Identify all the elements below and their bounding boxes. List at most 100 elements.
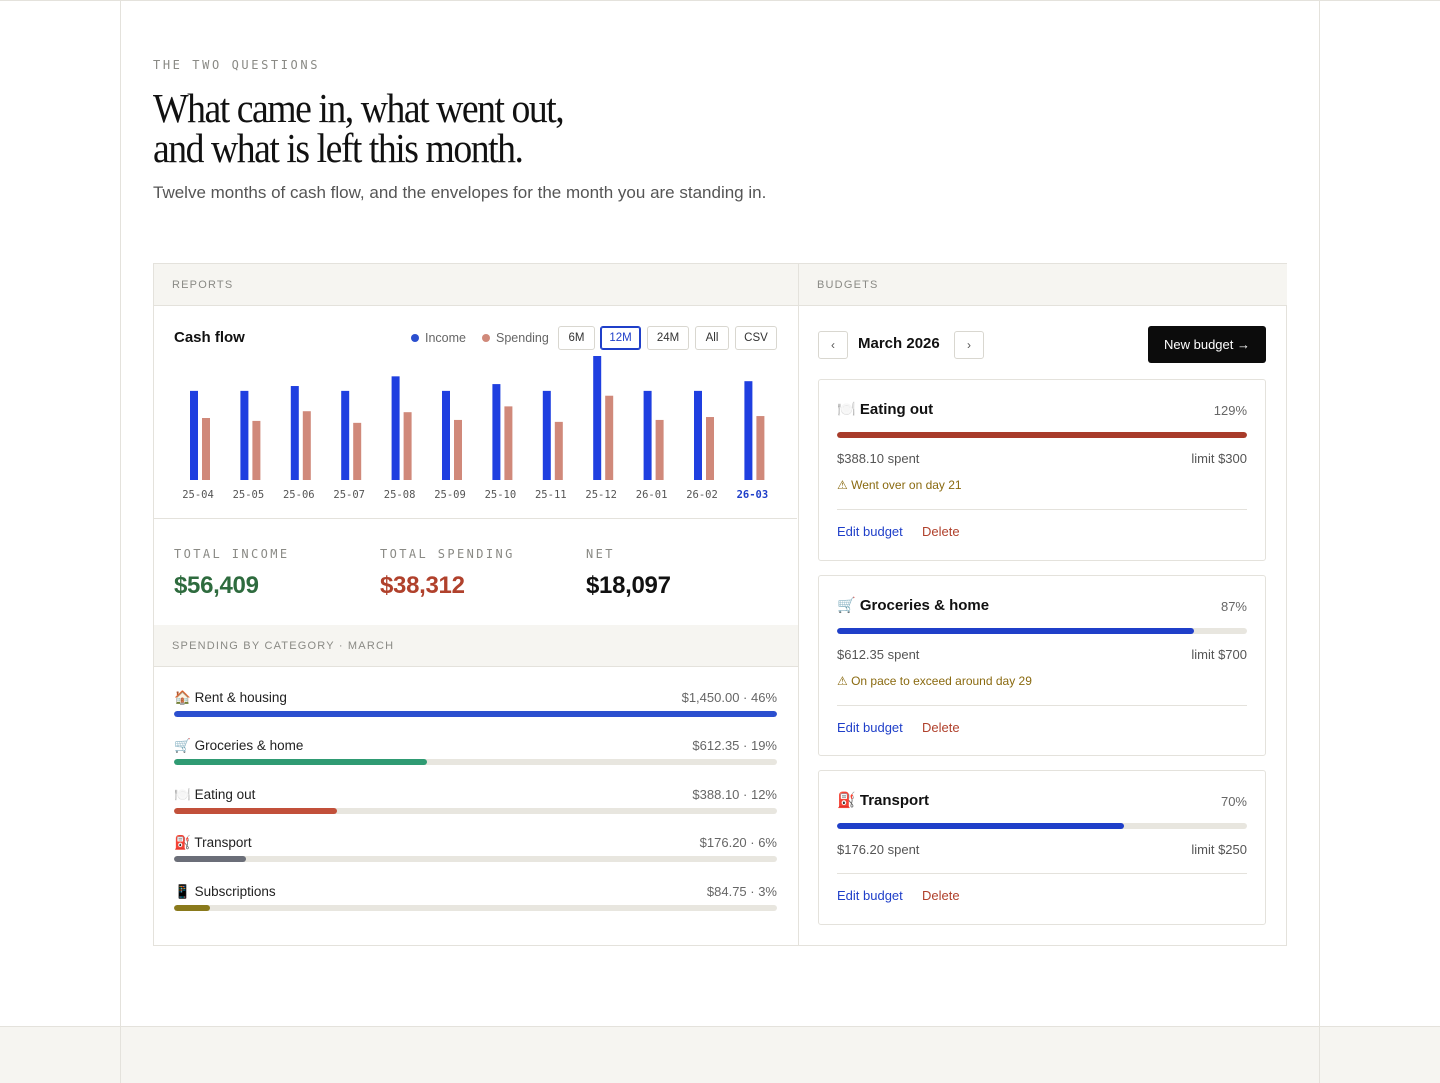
budget-percent: 70% xyxy=(1220,794,1247,809)
x-tick-label: 25-10 xyxy=(485,489,517,501)
category-bar-track xyxy=(174,905,777,911)
top-rule xyxy=(0,0,1440,1)
spending-bar xyxy=(403,412,412,480)
edit-budget-link[interactable]: Edit budget xyxy=(837,720,903,735)
spending-dot-icon xyxy=(482,334,490,342)
page-frame xyxy=(120,0,1320,1083)
dashboard-panel: REPORTS Cash flow Income Spending 6M 12M… xyxy=(153,263,1287,946)
budget-limit: limit $700 xyxy=(1191,647,1247,662)
column-divider xyxy=(798,264,799,945)
page-title: What came in, what went out, and what is… xyxy=(153,85,668,171)
income-dot-icon xyxy=(411,334,419,342)
cart-icon: 🛒 xyxy=(837,597,856,614)
fuel-pump-icon: ⛽ xyxy=(174,835,191,850)
spending-bar xyxy=(353,422,362,480)
edit-budget-link[interactable]: Edit budget xyxy=(837,524,903,539)
page-title-line-1: What came in, what went out, xyxy=(153,85,565,131)
spending-bar xyxy=(605,395,614,480)
range-all-button[interactable]: All xyxy=(695,326,729,350)
range-12m-button[interactable]: 12M xyxy=(600,326,641,350)
x-tick-label: 26-02 xyxy=(686,489,718,501)
income-bar xyxy=(240,390,249,480)
category-label: Transport xyxy=(194,835,252,850)
budget-percent: 129% xyxy=(1213,403,1247,418)
budget-progress-fill xyxy=(837,628,1194,634)
prev-month-button[interactable]: ‹ xyxy=(818,331,848,359)
total-income-label: TOTAL INCOME xyxy=(174,547,290,561)
budget-name: Groceries & home xyxy=(859,597,990,614)
income-bar xyxy=(694,390,702,480)
csv-export-button[interactable]: CSV xyxy=(735,326,777,350)
delete-budget-link[interactable]: Delete xyxy=(922,888,960,903)
legend-spending: Spending xyxy=(482,331,549,345)
next-month-button[interactable]: › xyxy=(954,331,984,359)
spending-bar xyxy=(504,406,513,480)
net-value: $18,097 xyxy=(586,572,671,599)
budget-progress-fill xyxy=(837,432,1247,438)
budget-name: Transport xyxy=(859,792,930,809)
eyebrow: THE TWO QUESTIONS xyxy=(153,58,321,72)
budget-progress-track xyxy=(837,432,1247,438)
legend-spending-label: Spending xyxy=(496,331,549,345)
category-name: 🍽️ Eating out xyxy=(174,787,255,803)
category-bar-fill xyxy=(174,905,211,911)
category-amount: $176.20 · 6% xyxy=(699,835,777,850)
legend-income-label: Income xyxy=(425,331,466,345)
x-tick-label: 26-03 xyxy=(737,489,769,501)
spending-bar xyxy=(302,411,311,480)
spending-bar xyxy=(554,421,563,480)
delete-budget-link[interactable]: Delete xyxy=(922,720,960,735)
budget-progress-track xyxy=(837,823,1247,829)
category-bar-track xyxy=(174,808,777,814)
spending-bar xyxy=(756,416,765,480)
spending-bar xyxy=(454,419,462,480)
card-divider xyxy=(837,509,1247,510)
spending-bar xyxy=(706,417,714,480)
category-name: 🛒 Groceries & home xyxy=(174,738,303,754)
income-bar xyxy=(290,386,299,480)
income-bar xyxy=(190,390,198,480)
range-24m-button[interactable]: 24M xyxy=(647,326,689,350)
new-budget-button[interactable]: New budget → xyxy=(1148,326,1266,363)
category-label: Subscriptions xyxy=(194,884,276,899)
x-tick-label: 25-11 xyxy=(535,489,567,501)
income-bar xyxy=(744,381,753,480)
page-title-line-2: and what is left this month. xyxy=(153,125,524,171)
delete-budget-link[interactable]: Delete xyxy=(922,524,960,539)
x-tick-label: 25-07 xyxy=(333,489,365,501)
budget-spent: $612.35 spent xyxy=(837,647,920,662)
net-label: NET xyxy=(586,547,615,561)
category-bar-fill xyxy=(174,759,428,765)
spending-bar xyxy=(202,418,210,480)
range-6m-button[interactable]: 6M xyxy=(558,326,595,350)
x-tick-label: 26-01 xyxy=(636,489,668,501)
budget-warning: ⚠ Went over on day 21 xyxy=(837,478,962,492)
cart-icon: 🛒 xyxy=(174,738,191,753)
cash-flow-chart: 25-04 25-05 25-06 25-07 25-08 25-09 25-10 25-11… xyxy=(182,356,769,501)
budget-card-transport: ⛽ Transport 70% $176.20 spent limit $250… xyxy=(818,770,1266,925)
category-name: 🏠 Rent & housing xyxy=(174,690,287,706)
footer-band xyxy=(0,1026,1440,1083)
chart-divider xyxy=(154,518,797,519)
plate-icon: 🍽️ xyxy=(837,401,856,418)
total-spending-value: $38,312 xyxy=(380,572,465,599)
spending-bar xyxy=(655,419,664,480)
edit-budget-link[interactable]: Edit budget xyxy=(837,888,903,903)
budget-card-eating-out: 🍽️ Eating out 129% $388.10 spent limit $… xyxy=(818,379,1266,561)
category-header: SPENDING BY CATEGORY · MARCH xyxy=(154,625,798,667)
card-divider xyxy=(837,705,1247,706)
budget-name: Eating out xyxy=(859,401,934,418)
income-bar xyxy=(391,376,400,480)
page-subtitle: Twelve months of cash flow, and the enve… xyxy=(153,183,767,202)
reports-header: REPORTS xyxy=(154,264,798,306)
budgets-header: BUDGETS xyxy=(799,264,1287,306)
legend-income: Income xyxy=(411,331,466,345)
house-icon: 🏠 xyxy=(174,690,191,705)
budget-card-groceries: 🛒 Groceries & home 87% $612.35 spent lim… xyxy=(818,575,1266,756)
budget-limit: limit $300 xyxy=(1191,451,1247,466)
x-tick-label: 25-08 xyxy=(384,489,416,501)
x-tick-label: 25-12 xyxy=(585,489,617,501)
current-month: March 2026 xyxy=(858,335,940,352)
cash-flow-title: Cash flow xyxy=(174,329,245,346)
budget-limit: limit $250 xyxy=(1191,842,1247,857)
